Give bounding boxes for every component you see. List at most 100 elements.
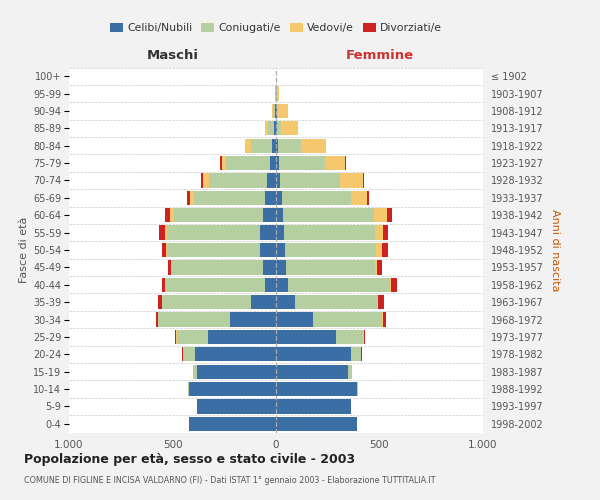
Bar — [167, 226, 260, 239]
Bar — [340, 174, 363, 188]
Bar — [159, 226, 165, 239]
Bar — [273, 104, 275, 118]
Bar — [276, 104, 277, 118]
Bar — [376, 226, 383, 239]
Bar — [276, 278, 289, 292]
Bar — [276, 243, 286, 257]
Bar — [390, 278, 391, 292]
Bar — [374, 208, 387, 222]
Y-axis label: Anni di nascita: Anni di nascita — [550, 209, 560, 291]
Bar — [277, 86, 279, 101]
Bar — [350, 347, 361, 362]
Bar — [284, 226, 376, 239]
Bar — [276, 156, 279, 170]
Bar — [377, 295, 379, 310]
Bar — [226, 156, 270, 170]
Bar — [202, 174, 203, 188]
Bar — [276, 138, 278, 153]
Bar — [187, 190, 190, 205]
Bar — [367, 190, 369, 205]
Bar — [165, 208, 170, 222]
Bar — [276, 260, 286, 274]
Bar — [382, 243, 388, 257]
Y-axis label: Fasce di età: Fasce di età — [19, 217, 29, 283]
Bar — [278, 104, 289, 118]
Bar — [270, 156, 276, 170]
Bar — [165, 226, 167, 239]
Bar — [276, 382, 357, 396]
Text: COMUNE DI FIGLINE E INCISA VALDARNO (FI) - Dati ISTAT 1° gennaio 2003 - Elaboraz: COMUNE DI FIGLINE E INCISA VALDARNO (FI)… — [24, 476, 436, 485]
Bar — [189, 382, 276, 396]
Bar — [286, 260, 376, 274]
Bar — [280, 174, 340, 188]
Bar — [364, 330, 365, 344]
Bar — [289, 278, 390, 292]
Bar — [383, 226, 388, 239]
Bar — [155, 312, 158, 326]
Bar — [295, 295, 377, 310]
Bar — [278, 138, 301, 153]
Bar — [265, 121, 268, 136]
Bar — [357, 382, 358, 396]
Bar — [171, 260, 172, 274]
Text: Maschi: Maschi — [146, 50, 199, 62]
Bar — [277, 104, 278, 118]
Bar — [263, 260, 276, 274]
Bar — [275, 104, 276, 118]
Bar — [382, 312, 383, 326]
Bar — [286, 243, 376, 257]
Bar — [251, 295, 276, 310]
Bar — [276, 174, 280, 188]
Bar — [158, 295, 162, 310]
Bar — [276, 295, 295, 310]
Bar — [158, 312, 230, 326]
Bar — [167, 243, 260, 257]
Bar — [260, 226, 276, 239]
Bar — [276, 400, 350, 413]
Bar — [276, 208, 283, 222]
Legend: Celibi/Nubili, Coniugati/e, Vedovi/e, Divorziati/e: Celibi/Nubili, Coniugati/e, Vedovi/e, Di… — [107, 20, 445, 36]
Bar — [336, 330, 363, 344]
Bar — [194, 190, 265, 205]
Bar — [220, 156, 222, 170]
Bar — [268, 121, 274, 136]
Bar — [376, 243, 382, 257]
Bar — [263, 208, 276, 222]
Bar — [193, 364, 197, 379]
Bar — [165, 278, 265, 292]
Bar — [189, 416, 276, 431]
Bar — [166, 243, 167, 257]
Bar — [283, 208, 374, 222]
Bar — [379, 295, 383, 310]
Bar — [272, 104, 273, 118]
Bar — [173, 208, 263, 222]
Bar — [376, 260, 377, 274]
Bar — [188, 382, 189, 396]
Bar — [195, 347, 276, 362]
Bar — [168, 260, 171, 274]
Bar — [260, 243, 276, 257]
Bar — [175, 330, 176, 344]
Bar — [265, 190, 276, 205]
Bar — [230, 312, 276, 326]
Bar — [209, 174, 266, 188]
Bar — [251, 138, 272, 153]
Bar — [170, 208, 173, 222]
Bar — [162, 243, 166, 257]
Bar — [274, 121, 276, 136]
Bar — [276, 330, 336, 344]
Bar — [176, 330, 208, 344]
Bar — [276, 416, 357, 431]
Bar — [363, 330, 364, 344]
Bar — [282, 190, 350, 205]
Bar — [162, 295, 251, 310]
Bar — [162, 278, 165, 292]
Bar — [276, 121, 277, 136]
Bar — [276, 312, 313, 326]
Bar — [391, 278, 397, 292]
Bar — [208, 330, 276, 344]
Bar — [203, 174, 209, 188]
Bar — [172, 260, 263, 274]
Bar — [222, 156, 226, 170]
Bar — [197, 400, 276, 413]
